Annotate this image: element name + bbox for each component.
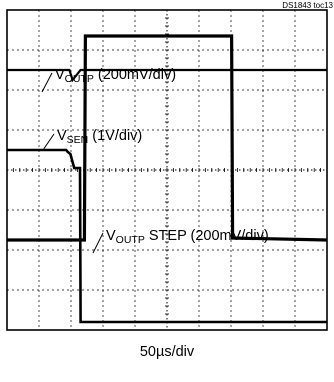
trace-label-2: VSEN (1V/div): [57, 128, 142, 146]
trace-labels: VOUTP (200mV/div) VSEN (1V/div) VOUTP STEP…: [41, 67, 269, 254]
trace-3: [7, 34, 328, 242]
trace-label-leader: [41, 72, 53, 93]
plot-frame: [6, 9, 328, 331]
grid: [7, 10, 327, 330]
trace-label-3: VOUTP STEP (200mV/div): [106, 228, 269, 246]
trace-1: [7, 68, 327, 83]
trace-label-leader: [92, 232, 104, 254]
trace-2: [7, 148, 327, 324]
traces: [7, 34, 328, 324]
trace-label-leader: [42, 133, 55, 151]
trace-label-1: VOUTP (200mV/div): [55, 67, 176, 85]
timebase-label: 50µs/div: [139, 344, 195, 360]
figure-id-label: DS1843 toc13: [282, 1, 333, 10]
